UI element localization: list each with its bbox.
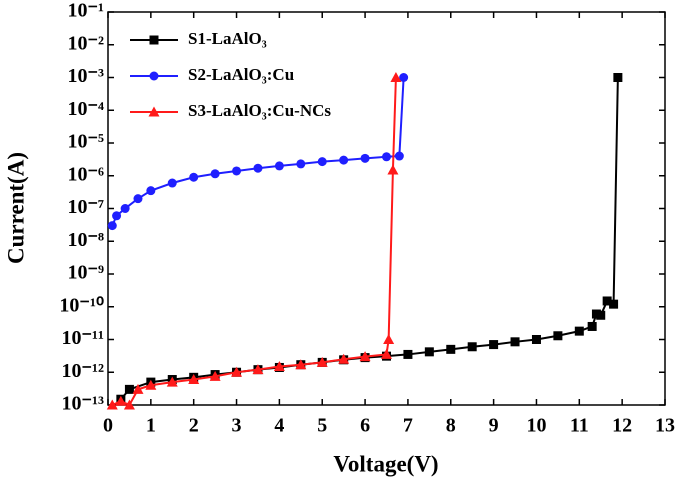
marker bbox=[467, 342, 477, 352]
marker bbox=[394, 151, 404, 161]
y-tick-label: 10⁻² bbox=[67, 32, 104, 54]
legend-marker bbox=[149, 35, 159, 45]
x-tick-label: 8 bbox=[446, 415, 456, 437]
marker bbox=[531, 335, 541, 344]
x-tick-label: 9 bbox=[489, 415, 499, 437]
x-tick-label: 1 bbox=[146, 415, 156, 437]
marker bbox=[510, 337, 520, 347]
marker bbox=[360, 153, 370, 163]
x-tick-label: 12 bbox=[612, 415, 632, 437]
marker bbox=[189, 172, 199, 182]
series-line bbox=[111, 77, 405, 227]
marker bbox=[424, 347, 434, 357]
marker bbox=[112, 211, 122, 221]
x-tick-label: 6 bbox=[360, 415, 370, 437]
marker bbox=[231, 366, 243, 377]
marker bbox=[210, 169, 220, 179]
marker bbox=[253, 163, 263, 173]
marker bbox=[596, 310, 606, 320]
legend-label: S1-LaAlO₃ bbox=[188, 29, 267, 48]
marker bbox=[387, 164, 399, 175]
y-tick-label: 10⁻¹⁰ bbox=[59, 294, 104, 316]
marker bbox=[274, 161, 284, 171]
x-axis-title: Voltage(V) bbox=[333, 451, 438, 476]
marker bbox=[317, 157, 327, 167]
y-tick-label: 10⁻¹¹ bbox=[61, 327, 104, 349]
marker bbox=[295, 359, 307, 370]
marker bbox=[316, 356, 328, 367]
marker bbox=[446, 344, 456, 354]
marker bbox=[145, 379, 157, 390]
marker bbox=[188, 374, 200, 385]
marker bbox=[613, 73, 623, 82]
marker bbox=[273, 360, 285, 371]
y-tick-label: 10⁻¹³ bbox=[61, 393, 104, 415]
y-tick-label: 10⁻⁵ bbox=[67, 131, 104, 153]
x-tick-label: 2 bbox=[189, 415, 199, 437]
marker bbox=[252, 364, 264, 375]
marker bbox=[338, 353, 350, 364]
legend-label: S2-LaAlO₃:Cu bbox=[188, 65, 294, 84]
marker bbox=[602, 296, 612, 306]
y-tick-label: 10⁻³ bbox=[67, 65, 104, 87]
marker bbox=[133, 194, 143, 204]
marker bbox=[146, 186, 156, 196]
marker bbox=[166, 376, 178, 387]
marker bbox=[132, 383, 144, 394]
marker bbox=[232, 166, 242, 176]
marker bbox=[167, 178, 177, 188]
marker bbox=[574, 326, 584, 336]
x-tick-label: 7 bbox=[403, 415, 413, 437]
y-tick-label: 10⁻⁹ bbox=[67, 262, 104, 284]
marker bbox=[296, 159, 306, 169]
marker bbox=[383, 334, 395, 344]
x-tick-label: 4 bbox=[274, 415, 284, 437]
marker bbox=[123, 399, 135, 410]
y-tick-label: 10⁻⁶ bbox=[67, 163, 104, 185]
marker bbox=[390, 72, 402, 82]
marker bbox=[106, 399, 118, 410]
legend-marker bbox=[148, 106, 160, 117]
marker bbox=[489, 340, 499, 350]
marker bbox=[115, 395, 127, 406]
x-tick-label: 13 bbox=[655, 415, 675, 437]
marker bbox=[553, 331, 563, 341]
x-tick-label: 5 bbox=[317, 415, 327, 437]
y-tick-label: 10⁻⁴ bbox=[67, 98, 104, 120]
marker bbox=[124, 384, 134, 394]
marker bbox=[587, 321, 597, 331]
marker bbox=[209, 370, 221, 381]
x-tick-label: 3 bbox=[232, 415, 242, 437]
marker bbox=[399, 73, 409, 82]
y-axis-title: Current(A) bbox=[3, 152, 28, 264]
marker bbox=[339, 155, 349, 165]
marker bbox=[381, 348, 392, 359]
marker bbox=[359, 351, 371, 362]
legend-label: S3-LaAlO₃:Cu-NCs bbox=[188, 101, 331, 120]
legend-marker bbox=[149, 71, 159, 81]
y-tick-label: 10⁻¹² bbox=[61, 360, 104, 382]
x-tick-label: 11 bbox=[570, 415, 589, 437]
x-tick-label: 0 bbox=[103, 415, 113, 437]
marker bbox=[120, 204, 130, 213]
x-tick-label: 10 bbox=[526, 415, 546, 437]
marker bbox=[609, 299, 619, 309]
series-line bbox=[120, 77, 619, 400]
marker bbox=[403, 349, 413, 359]
y-tick-label: 10⁻⁸ bbox=[67, 229, 104, 251]
marker bbox=[107, 221, 117, 231]
y-tick-label: 10⁻⁷ bbox=[67, 196, 104, 218]
series-line bbox=[111, 77, 397, 407]
y-tick-label: 10⁻¹ bbox=[67, 0, 104, 22]
marker bbox=[382, 152, 391, 162]
